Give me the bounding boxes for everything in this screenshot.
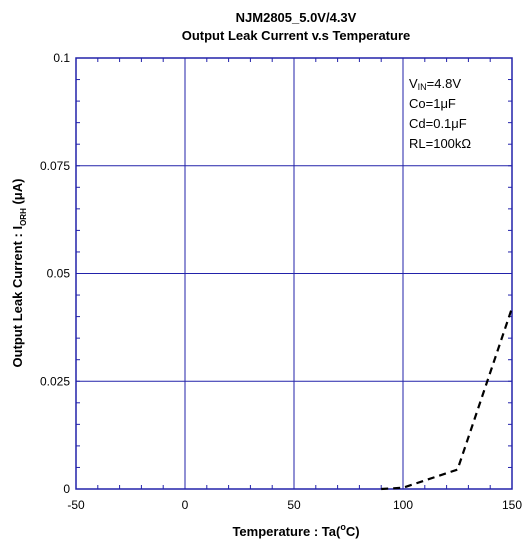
x-tick-label: 0 [182,498,189,512]
grid [76,58,512,489]
x-tick-labels: -50 0 50 100 150 [67,498,522,512]
y-axis-label: Output Leak Current : IORH (μA) [10,179,28,368]
x-tick-label: 100 [393,498,413,512]
y-tick-label: 0 [63,482,70,496]
x-tick-label: -50 [67,498,85,512]
plot-frame [75,57,513,490]
x-tick-label: 50 [287,498,301,512]
series-line [381,307,514,491]
condition-label: RL=100kΩ [409,136,471,151]
conditions-legend: VIN=4.8V Co=1μF Cd=0.1μF RL=100kΩ [409,76,471,151]
x-axis-label: Temperature : Ta(oC) [232,522,359,539]
y-tick-label: 0.1 [53,51,70,65]
y-tick-label: 0.05 [47,267,71,281]
y-tick-label: 0.075 [40,159,70,173]
y-tick-label: 0.025 [40,374,70,388]
condition-label: Cd=0.1μF [409,116,467,131]
x-tick-label: 150 [502,498,522,512]
chart-title: NJM2805_5.0V/4.3V [236,10,357,25]
condition-label: VIN=4.8V [409,76,461,92]
chart-subtitle: Output Leak Current v.s Temperature [182,28,411,43]
condition-label: Co=1μF [409,96,456,111]
y-tick-labels: 0 0.025 0.05 0.075 0.1 [40,51,70,496]
series [381,307,514,491]
